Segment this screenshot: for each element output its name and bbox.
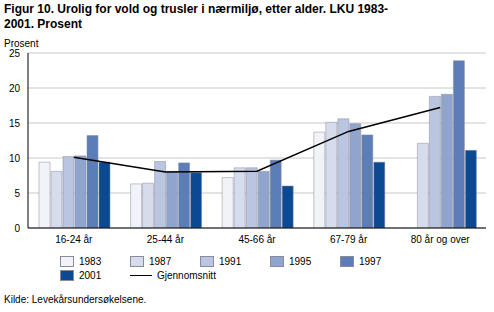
svg-text:25-44 år: 25-44 år	[147, 234, 185, 245]
html-text:2001: 2001	[79, 270, 102, 281]
html-text:1987: 1987	[149, 256, 172, 267]
svg-text:5: 5	[14, 188, 20, 199]
html-text:Kilde: Levekårsundersøkelsene.: Kilde: Levekårsundersøkelsene.	[4, 294, 147, 305]
html-text:1991: 1991	[219, 256, 242, 267]
svg-text:25: 25	[9, 48, 21, 59]
html-text:1995: 1995	[289, 256, 312, 267]
svg-text:80 år og over: 80 år og over	[411, 234, 471, 245]
svg-text:20: 20	[9, 83, 21, 94]
svg-text:45-66 år: 45-66 år	[238, 234, 276, 245]
html-text:Prosent: Prosent	[4, 38, 39, 49]
html-text:Gjennomsnitt: Gjennomsnitt	[157, 270, 216, 281]
svg-text:15: 15	[9, 118, 21, 129]
html-text:1997: 1997	[359, 256, 382, 267]
svg-text:0: 0	[14, 223, 20, 234]
svg-text:67-79 år: 67-79 år	[330, 234, 368, 245]
svg-text:16-24 år: 16-24 år	[55, 234, 93, 245]
html-text:1983: 1983	[79, 256, 102, 267]
svg-text:10: 10	[9, 153, 21, 164]
html-text:Figur 10. Urolig for vold og t: Figur 10. Urolig for vold og trusler i n…	[4, 2, 389, 31]
